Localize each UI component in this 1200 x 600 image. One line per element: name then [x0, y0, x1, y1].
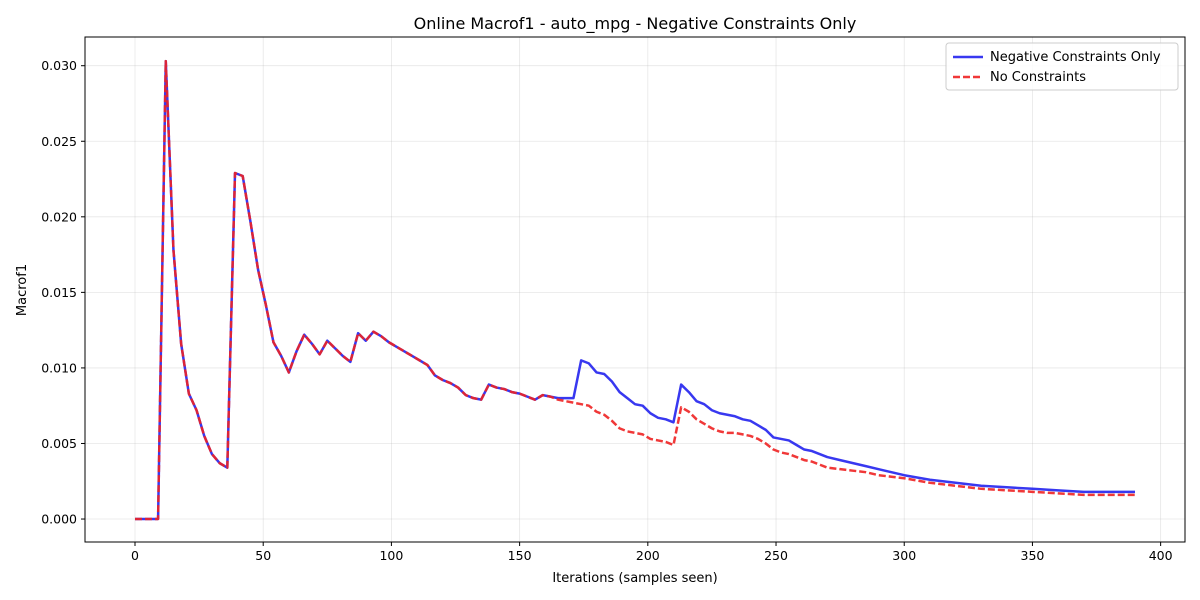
x-tick-label: 400: [1149, 548, 1173, 563]
x-tick-label: 0: [131, 548, 139, 563]
x-axis-label: Iterations (samples seen): [552, 571, 717, 586]
series-lines: [135, 59, 1135, 521]
y-tick-label: 0.005: [41, 436, 77, 451]
x-tick-label: 150: [508, 548, 532, 563]
legend-label-negative-constraints: Negative Constraints Only: [990, 50, 1161, 65]
x-tick-label: 100: [379, 548, 403, 563]
y-tick-label: 0.015: [41, 285, 77, 300]
grid: [85, 37, 1185, 542]
x-tick-label: 250: [764, 548, 788, 563]
y-tick-label: 0.025: [41, 134, 77, 149]
y-tick-label: 0.030: [41, 58, 77, 73]
x-tick-label: 50: [255, 548, 271, 563]
legend-label-no-constraints: No Constraints: [990, 70, 1086, 85]
x-tick-label: 350: [1021, 548, 1045, 563]
x-axis-ticks: 0 50 100 150 200 250 300 350 400: [131, 542, 1173, 563]
y-axis-label: Macrof1: [15, 264, 30, 316]
x-tick-label: 200: [636, 548, 660, 563]
series-line-no-constraints: [135, 59, 1135, 521]
x-tick-label: 300: [892, 548, 916, 563]
legend-box: [945, 42, 1179, 91]
plot-frame: [84, 36, 1186, 543]
y-axis-ticks: 0.000 0.005 0.010 0.015 0.020 0.025 0.030: [41, 58, 85, 527]
y-tick-label: 0.010: [41, 360, 77, 375]
chart-title: Online Macrof1 - auto_mpg - Negative Con…: [414, 14, 857, 34]
y-tick-label: 0.020: [41, 209, 77, 224]
y-tick-label: 0.000: [41, 512, 77, 527]
legend: Negative Constraints Only No Constraints: [945, 42, 1179, 91]
